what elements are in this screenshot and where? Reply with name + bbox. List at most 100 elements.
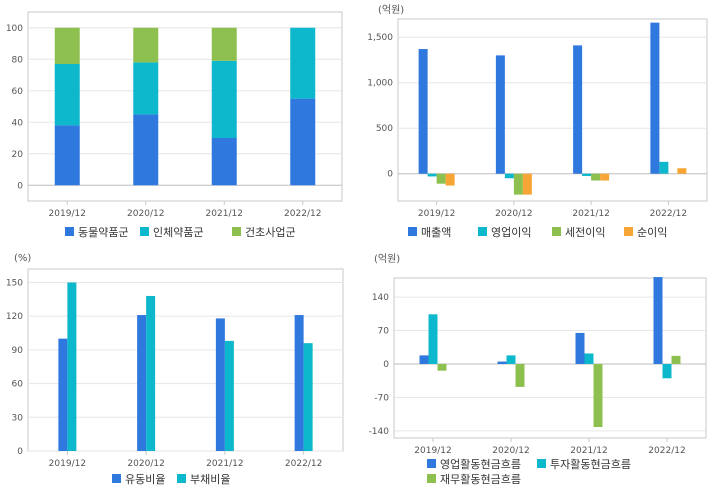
bar-영업활동현금흐름-2022/12 xyxy=(653,277,663,364)
y-tick-label: 40 xyxy=(12,118,24,128)
legend-label: 순이익 xyxy=(637,226,667,239)
x-tick-label: 2020/12 xyxy=(495,209,532,219)
y-tick-label: -70 xyxy=(374,393,389,403)
x-tick-label: 2021/12 xyxy=(206,459,243,469)
bar-투자활동현금흐름-2021/12 xyxy=(584,353,594,364)
bar-순이익-2021/12 xyxy=(600,173,610,181)
bar-영업이익-2020/12 xyxy=(504,173,514,179)
bar-유동비율-2021/12 xyxy=(215,318,225,451)
bar-유동비율-2020/12 xyxy=(137,315,147,451)
x-tick-label: 2020/12 xyxy=(127,209,164,219)
x-tick-label: 2019/12 xyxy=(414,446,451,456)
bar-건초사업군-2019/12 xyxy=(54,27,80,64)
y-tick-label: 100 xyxy=(6,24,23,34)
legend: 매출액 영업이익 세전이익 순이익 xyxy=(408,226,667,239)
bar-부채비율-2021/12 xyxy=(224,340,234,451)
bar-투자활동현금흐름-2019/12 xyxy=(428,314,438,364)
bar-영업이익-2022/12 xyxy=(659,161,669,174)
bar-투자활동현금흐름-2020/12 xyxy=(506,355,516,364)
legend-label: 세전이익 xyxy=(565,226,605,239)
legend-swatch xyxy=(408,227,417,236)
x-tick-label: 2022/12 xyxy=(650,209,687,219)
legend-swatch xyxy=(140,227,149,236)
bar-재무활동현금흐름-2022/12 xyxy=(671,355,681,364)
bar-인체약품군-2020/12 xyxy=(133,62,159,115)
legend-swatch xyxy=(624,227,633,236)
legend-label: 건초사업군 xyxy=(245,226,296,239)
legend-swatch xyxy=(478,227,487,236)
bar-영업활동현금흐름-2020/12 xyxy=(497,361,507,364)
bar-매출액-2021/12 xyxy=(573,45,583,174)
y-tick-label: 1,500 xyxy=(367,33,393,43)
legend-label: 매출액 xyxy=(421,226,451,239)
bar-유동비율-2022/12 xyxy=(294,315,304,451)
bar-동물약품군-2021/12 xyxy=(211,138,237,186)
unit-label: (%) xyxy=(14,253,31,264)
unit-label: (억원) xyxy=(374,253,400,265)
bar-영업활동현금흐름-2019/12 xyxy=(419,355,429,364)
unit-label: (억원) xyxy=(378,4,404,16)
x-tick-label: 2021/12 xyxy=(206,209,243,219)
legend: 동물약품군 인체약품군 건초사업군 xyxy=(65,225,296,239)
chart-income: (억원) 0 500 1,000 1,500 2019/12 2020/12 2021/12 2… xyxy=(367,4,708,239)
legend-label: 부채비율 xyxy=(190,473,230,486)
legend-swatch xyxy=(427,474,436,483)
y-tick-label: 1,000 xyxy=(367,79,393,89)
bar-영업활동현금흐름-2021/12 xyxy=(575,332,585,364)
bar-영업이익-2019/12 xyxy=(427,173,437,177)
x-tick-label: 2019/12 xyxy=(418,209,455,219)
bar-순이익-2019/12 xyxy=(445,173,455,186)
bar-순이익-2022/12 xyxy=(677,168,687,174)
bar-부채비율-2019/12 xyxy=(67,282,77,451)
bar-투자활동현금흐름-2022/12 xyxy=(662,363,672,379)
bar-재무활동현금흐름-2020/12 xyxy=(515,363,525,387)
y-tick-label: 0 xyxy=(383,360,389,370)
bar-순이익-2020/12 xyxy=(522,173,532,195)
x-tick-label: 2020/12 xyxy=(127,459,164,469)
bar-동물약품군-2020/12 xyxy=(133,114,159,186)
legend-label: 인체약품군 xyxy=(153,225,204,239)
x-tick-label: 2022/12 xyxy=(284,209,321,219)
y-tick-label: 500 xyxy=(376,124,393,134)
chart-ratios: (%) 0 30 60 90 120 150 2019/12 2020/12 2021/12 202… xyxy=(6,253,344,486)
bar-매출액-2020/12 xyxy=(495,55,505,174)
y-tick-label: -140 xyxy=(369,427,390,437)
bar-건초사업군-2021/12 xyxy=(211,27,237,61)
bar-재무활동현금흐름-2021/12 xyxy=(593,363,603,428)
x-tick-label: 2022/12 xyxy=(648,446,685,456)
y-tick-label: 80 xyxy=(12,55,24,65)
y-tick-label: 60 xyxy=(12,380,24,390)
legend-swatch xyxy=(552,227,561,236)
bar-인체약품군-2019/12 xyxy=(54,63,80,126)
legend-swatch xyxy=(65,227,74,236)
bar-영업이익-2021/12 xyxy=(582,173,592,176)
legend-swatch xyxy=(177,474,186,483)
bar-동물약품군-2019/12 xyxy=(54,125,80,186)
y-tick-label: 90 xyxy=(12,346,24,356)
legend-swatch xyxy=(537,459,546,468)
y-tick-label: 0 xyxy=(17,181,23,191)
y-tick-label: 20 xyxy=(12,150,24,160)
bar-세전이익-2019/12 xyxy=(436,173,446,184)
legend-label: 투자활동현금흐름 xyxy=(550,457,631,471)
bar-건초사업군-2020/12 xyxy=(133,27,159,63)
legend-label: 재무활동현금흐름 xyxy=(440,472,521,486)
chart-business-mix: 0 20 40 60 80 100 2019/12 2020/12 2021/12 2022/12… xyxy=(6,11,343,239)
plot-frame xyxy=(27,268,344,452)
legend-label: 동물약품군 xyxy=(78,225,129,239)
bar-매출액-2022/12 xyxy=(650,22,660,174)
x-tick-label: 2019/12 xyxy=(49,459,86,469)
x-tick-label: 2020/12 xyxy=(492,446,529,456)
legend-label: 영업이익 xyxy=(491,226,531,239)
y-tick-label: 150 xyxy=(6,278,23,288)
plot-frame xyxy=(27,11,343,202)
x-tick-label: 2022/12 xyxy=(285,459,322,469)
bar-매출액-2019/12 xyxy=(418,49,428,174)
legend: 유동비율 부채비율 xyxy=(112,473,230,486)
bar-세전이익-2020/12 xyxy=(513,173,523,195)
bar-부채비율-2020/12 xyxy=(146,295,156,451)
x-tick-label: 2021/12 xyxy=(572,209,609,219)
bar-세전이익-2021/12 xyxy=(591,173,601,181)
legend-swatch xyxy=(232,227,241,236)
